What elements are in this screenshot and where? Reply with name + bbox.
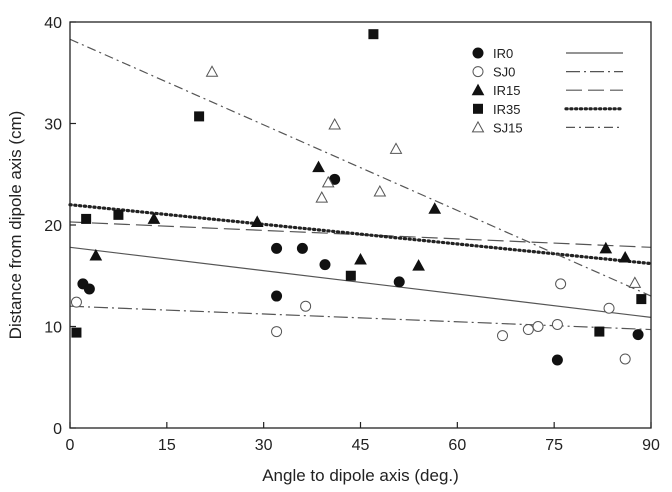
data-point-sj15 — [315, 191, 329, 203]
data-point-sj15 — [328, 117, 342, 130]
data-point-sj0 — [532, 321, 544, 332]
data-point-ir15 — [428, 202, 442, 214]
legend-marker-sj15 — [471, 120, 485, 133]
legend-label-ir35: IR35 — [493, 102, 520, 117]
data-point-ir35 — [636, 294, 647, 305]
data-point-sj0 — [70, 296, 82, 308]
data-point-ir15 — [147, 212, 161, 224]
data-point-ir35 — [345, 270, 356, 281]
legend-item-sj0: SJ0 — [472, 65, 623, 80]
legend-item-ir0: IR0 — [472, 46, 623, 61]
data-point-ir35 — [594, 326, 605, 337]
legend-label-ir15: IR15 — [493, 83, 520, 98]
legend: IR0 SJ0 IR15 IR35 SJ15 — [471, 46, 625, 135]
data-point-sj15 — [205, 65, 219, 77]
legend-marker-ir15 — [471, 83, 485, 96]
data-point-ir0 — [271, 290, 283, 302]
data-point-sj0 — [603, 302, 615, 314]
legend-label-sj0: SJ0 — [493, 65, 515, 80]
data-point-sj0 — [271, 326, 283, 338]
data-point-ir0 — [296, 242, 308, 254]
data-point-ir0 — [319, 259, 331, 271]
data-point-ir15 — [354, 252, 367, 265]
data-point-ir0 — [83, 283, 95, 295]
data-point-ir15 — [412, 259, 425, 271]
data-point-sj15 — [373, 184, 387, 197]
trend-line-sj0 — [69, 305, 652, 331]
legend-marker-ir35 — [473, 103, 483, 114]
data-point-sj0 — [522, 324, 534, 336]
data-point-ir0 — [551, 354, 563, 366]
x-tick-label: 45 — [352, 437, 370, 454]
data-point-ir35 — [81, 213, 92, 224]
legend-marker-ir0 — [472, 47, 484, 59]
data-point-ir35 — [194, 111, 205, 122]
x-tick-label: 0 — [66, 437, 75, 454]
data-point-ir15 — [599, 241, 613, 254]
trend-line-sj15 — [69, 38, 652, 297]
y-tick-label: 20 — [44, 218, 62, 235]
legend-item-ir15: IR15 — [471, 83, 623, 98]
legend-label-ir0: IR0 — [493, 46, 513, 61]
y-tick-label: 10 — [44, 320, 62, 337]
data-point-ir0 — [271, 242, 283, 254]
data-points — [70, 29, 647, 366]
x-tick-label: 30 — [255, 437, 273, 454]
data-point-ir35 — [368, 29, 379, 40]
data-point-ir0 — [632, 329, 644, 341]
data-point-ir35 — [71, 327, 82, 338]
x-tick-label: 90 — [642, 437, 660, 454]
data-point-sj15 — [628, 276, 642, 288]
y-tick-label: 0 — [53, 421, 62, 438]
legend-marker-sj0 — [472, 66, 484, 78]
data-point-sj0 — [497, 330, 509, 342]
legend-label-sj15: SJ15 — [493, 120, 523, 135]
data-point-sj0 — [619, 353, 631, 365]
plot-frame — [69, 21, 652, 429]
data-point-sj0 — [551, 318, 563, 330]
y-tick-label: 40 — [44, 15, 62, 32]
data-point-ir15 — [312, 160, 325, 173]
y-tick-label: 30 — [44, 117, 62, 134]
x-tick-label: 15 — [158, 437, 176, 454]
x-axis-label: Angle to dipole axis (deg.) — [262, 466, 459, 485]
axis-ticks: 0 15 30 45 60 75 90 0 10 20 30 40 — [44, 15, 660, 454]
data-point-sj0 — [555, 278, 567, 290]
data-point-ir0 — [393, 276, 405, 288]
data-point-ir15 — [89, 248, 103, 261]
trend-line-ir0 — [69, 246, 652, 318]
x-tick-label: 75 — [545, 437, 563, 454]
legend-item-sj15: SJ15 — [471, 120, 623, 135]
data-point-sj15 — [321, 175, 335, 188]
data-point-sj0 — [300, 300, 312, 312]
legend-item-ir35: IR35 — [473, 102, 625, 117]
x-tick-label: 60 — [448, 437, 466, 454]
data-point-ir35 — [113, 209, 124, 220]
trend-lines — [68, 38, 653, 331]
trend-line-ir35 — [68, 203, 653, 266]
data-point-ir15 — [250, 215, 264, 227]
data-point-ir15 — [618, 250, 632, 263]
y-axis-label: Distance from dipole axis (cm) — [6, 111, 25, 340]
data-point-sj15 — [389, 142, 403, 154]
